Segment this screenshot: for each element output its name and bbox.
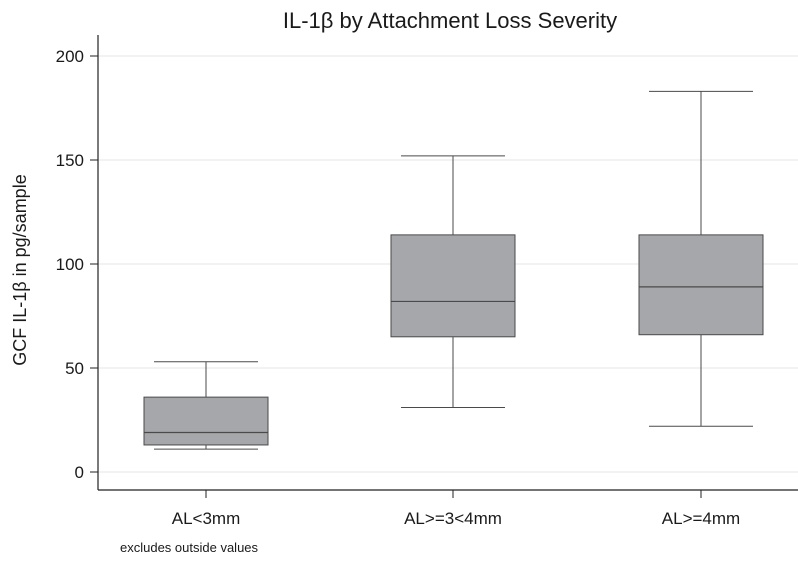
tick-labels: 0 50 100 150 200 AL<3mm AL>=3<4mm AL>=4mm (56, 47, 741, 528)
y-tick-label: 200 (56, 47, 84, 66)
box-group-1 (390, 155, 516, 409)
chart-note: excludes outside values (120, 540, 259, 555)
iqr-box (638, 234, 764, 336)
y-tick-label: 150 (56, 151, 84, 170)
y-axis-title: GCF IL-1β in pg/sample (10, 174, 30, 365)
boxes (143, 90, 764, 450)
chart-title: IL-1β by Attachment Loss Severity (283, 8, 617, 33)
y-tick-label: 0 (75, 463, 84, 482)
y-tick-label: 100 (56, 255, 84, 274)
axes (90, 35, 798, 498)
x-category-label: AL>=3<4mm (404, 509, 502, 528)
y-tick-label: 50 (65, 359, 84, 378)
iqr-box (143, 396, 269, 446)
box-group-2 (638, 90, 764, 427)
iqr-box (390, 234, 516, 338)
x-category-label: AL<3mm (172, 509, 241, 528)
box-group-0 (143, 361, 269, 450)
x-category-label: AL>=4mm (662, 509, 740, 528)
